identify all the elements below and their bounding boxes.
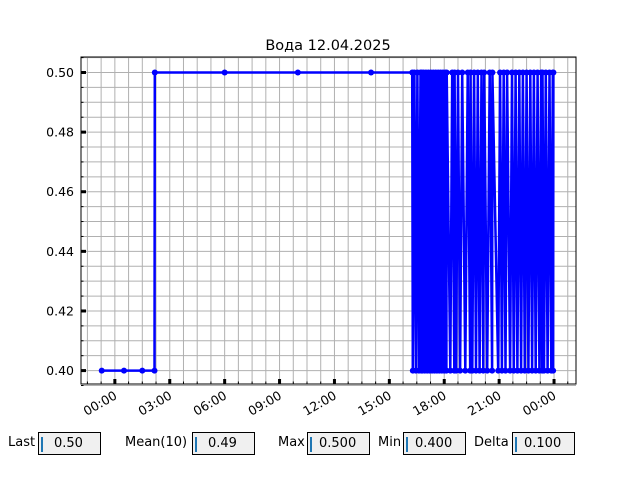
x-tick-label: 06:00 bbox=[190, 388, 229, 419]
chart-title: Вода 12.04.2025 bbox=[265, 38, 390, 54]
data-point bbox=[457, 367, 464, 374]
y-tick-label: 0.46 bbox=[46, 184, 74, 199]
mean-value: 0.49 bbox=[208, 436, 237, 451]
max-value: 0.500 bbox=[319, 436, 357, 451]
text-cursor bbox=[406, 437, 408, 452]
x-tick-label: 15:00 bbox=[355, 388, 394, 419]
text-cursor bbox=[515, 437, 517, 452]
chart: 00:00 03:00 06:00 09:00 12:00 15:00 18:00 21:00… bbox=[46, 38, 577, 419]
data-point bbox=[489, 367, 496, 374]
y-tick-label: 0.44 bbox=[46, 244, 74, 259]
axes-frame bbox=[80, 56, 577, 385]
data-point bbox=[550, 69, 557, 76]
x-tick-label: 03:00 bbox=[136, 388, 175, 419]
data-point bbox=[221, 69, 228, 76]
y-tick-label: 0.48 bbox=[46, 125, 74, 140]
text-cursor bbox=[41, 437, 43, 452]
data-point bbox=[121, 367, 128, 374]
data-point bbox=[459, 69, 466, 76]
data-point bbox=[368, 69, 375, 76]
data-point bbox=[481, 69, 488, 76]
x-tick-label: 00:00 bbox=[520, 388, 559, 419]
mean-textbox[interactable]: 0.49 bbox=[192, 432, 255, 455]
text-cursor bbox=[195, 437, 197, 452]
plot-area bbox=[98, 69, 557, 374]
y-tick-label: 0.42 bbox=[46, 303, 74, 318]
mean-label: Mean(10) bbox=[125, 435, 188, 450]
data-point bbox=[484, 367, 491, 374]
data-point bbox=[139, 367, 146, 374]
data-point bbox=[151, 367, 158, 374]
data-point bbox=[98, 367, 105, 374]
x-tick-label: 09:00 bbox=[245, 388, 284, 419]
max-label: Max bbox=[278, 435, 305, 450]
data-point bbox=[550, 367, 557, 374]
y-tick-label: 0.40 bbox=[46, 363, 74, 378]
x-tick-label: 18:00 bbox=[410, 388, 449, 419]
text-cursor bbox=[310, 437, 312, 452]
min-value: 0.400 bbox=[415, 436, 453, 451]
data-point bbox=[454, 69, 461, 76]
last-textbox[interactable]: 0.50 bbox=[38, 432, 101, 455]
data-point bbox=[462, 367, 469, 374]
y-tick-label: 0.50 bbox=[46, 65, 74, 80]
x-tick-label: 00:00 bbox=[81, 388, 120, 419]
data-point bbox=[504, 69, 511, 76]
data-point bbox=[294, 69, 301, 76]
min-textbox[interactable]: 0.400 bbox=[403, 432, 466, 455]
data-point bbox=[443, 69, 450, 76]
min-label: Min bbox=[378, 435, 402, 450]
data-point bbox=[502, 367, 509, 374]
data-point bbox=[151, 69, 158, 76]
max-textbox[interactable]: 0.500 bbox=[307, 432, 370, 455]
x-tick-label: 21:00 bbox=[465, 388, 504, 419]
delta-label: Delta bbox=[474, 435, 509, 450]
x-tick-label: 12:00 bbox=[300, 388, 339, 419]
delta-value: 0.100 bbox=[524, 436, 562, 451]
delta-textbox[interactable]: 0.100 bbox=[512, 432, 575, 455]
last-value: 0.50 bbox=[54, 436, 83, 451]
last-label: Last bbox=[8, 435, 36, 450]
data-point bbox=[489, 69, 496, 76]
